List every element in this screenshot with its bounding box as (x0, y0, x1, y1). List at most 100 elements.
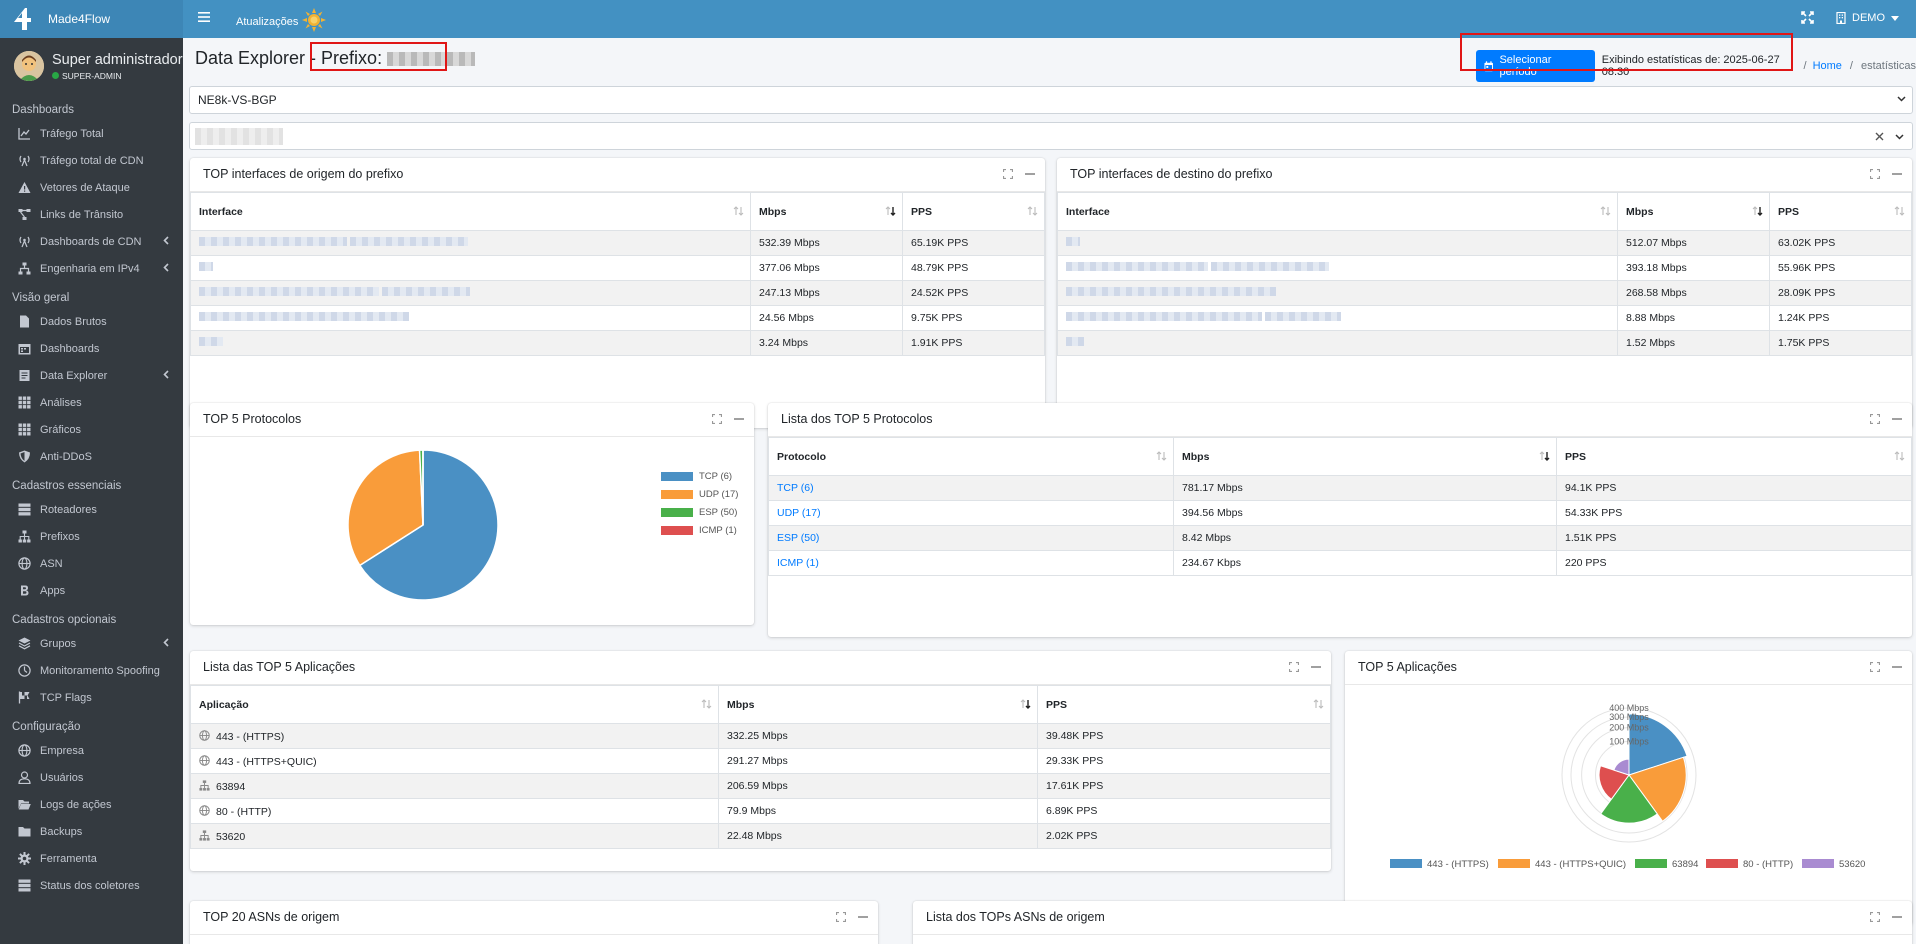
expand-icon[interactable] (1289, 662, 1299, 672)
pie-slice[interactable] (358, 449, 499, 601)
col-interface[interactable]: Interface (190, 192, 751, 231)
legend-item[interactable]: ICMP (1) (661, 521, 738, 539)
col-interface[interactable]: Interface (1057, 192, 1618, 231)
sidebar-item[interactable]: Backups (0, 818, 183, 845)
sort-icon (1156, 451, 1167, 461)
sidebar-item[interactable]: Dashboards (0, 335, 183, 362)
sidebar-item[interactable]: Status dos coletores (0, 872, 183, 899)
sidebar-item[interactable]: Prefixos (0, 523, 183, 550)
sidebar-item[interactable]: Apps (0, 577, 183, 604)
user-panel[interactable]: Super administrador SUPER-ADMIN (0, 38, 183, 94)
sidebar-item[interactable]: Roteadores (0, 496, 183, 523)
col-protocol[interactable]: Protocolo (768, 437, 1174, 476)
minimize-icon[interactable] (1311, 662, 1321, 672)
sidebar-item[interactable]: Dados Brutos (0, 308, 183, 335)
select-period-button[interactable]: Selecionar período (1476, 50, 1595, 82)
minimize-icon[interactable] (858, 912, 868, 922)
minimize-icon[interactable] (734, 414, 744, 424)
minimize-icon[interactable] (1892, 414, 1902, 424)
legend-label[interactable]: 80 - (HTTP) (1743, 859, 1793, 870)
period-highlight-box (1460, 33, 1793, 71)
sidebar-item[interactable]: Links de Trânsito (0, 201, 183, 228)
col-mbps[interactable]: Mbps (750, 192, 903, 231)
clear-icon[interactable] (1875, 132, 1884, 141)
pie-slice[interactable] (347, 449, 424, 567)
col-pps[interactable]: PPS (1556, 437, 1912, 476)
col-pps[interactable]: PPS (1769, 192, 1912, 231)
prefix-filter-select[interactable] (189, 122, 1913, 150)
col-pps[interactable]: PPS (1037, 685, 1331, 724)
minimize-icon[interactable] (1025, 169, 1035, 179)
sidebar-item[interactable]: Gráficos (0, 416, 183, 443)
account-dropdown[interactable]: DEMO (1836, 12, 1899, 24)
polar-segment[interactable] (1628, 713, 1688, 776)
sidebar-item[interactable]: Grupos (0, 630, 183, 657)
polar-segment[interactable] (1599, 774, 1659, 824)
legend-label[interactable]: 53620 (1839, 859, 1865, 870)
fullscreen-icon[interactable] (1801, 11, 1814, 24)
expand-icon[interactable] (1870, 414, 1880, 424)
sidebar-item[interactable]: Ferramenta (0, 845, 183, 872)
interface-redacted (190, 305, 751, 331)
sidebar-item[interactable]: Usuários (0, 764, 183, 791)
user-role-label: SUPER-ADMIN (62, 70, 122, 81)
col-mbps[interactable]: Mbps (1617, 192, 1770, 231)
minimize-icon[interactable] (1892, 912, 1902, 922)
sidebar-item[interactable]: Empresa (0, 737, 183, 764)
globe-icon (18, 557, 31, 570)
expand-icon[interactable] (712, 414, 722, 424)
polar-segment[interactable] (1628, 756, 1687, 822)
legend-item[interactable]: UDP (17) (661, 485, 738, 503)
sidebar-item[interactable]: Tráfego total de CDN (0, 147, 183, 174)
breadcrumb-home[interactable]: Home (1812, 60, 1842, 72)
expand-icon[interactable] (1870, 912, 1880, 922)
col-mbps[interactable]: Mbps (718, 685, 1038, 724)
col-pps[interactable]: PPS (902, 192, 1045, 231)
minimize-icon[interactable] (1892, 662, 1902, 672)
sidebar-item[interactable]: Tráfego Total (0, 120, 183, 147)
sitemap-icon (199, 829, 210, 841)
col-mbps[interactable]: Mbps (1173, 437, 1557, 476)
sidebar-item[interactable]: Logs de ações (0, 791, 183, 818)
col-application[interactable]: Aplicação (190, 685, 719, 724)
table-row: 268.58 Mbps 28.09K PPS (1057, 280, 1912, 306)
table-row: 80 - (HTTP) 79.9 Mbps 6.89K PPS (190, 798, 1331, 824)
card-title: TOP 5 Aplicações (1358, 660, 1457, 674)
expand-icon[interactable] (1870, 169, 1880, 179)
sidebar-item[interactable]: Monitoramento Spoofing (0, 657, 183, 684)
router-select[interactable]: NE8k-VS-BGP (189, 86, 1913, 114)
legend-item[interactable]: ESP (50) (661, 503, 738, 521)
calendar-icon (18, 342, 31, 355)
apps-chart-card: TOP 5 Aplicações 100 Mbps 200 Mbps 300 Mbp… (1345, 651, 1912, 925)
expand-icon[interactable] (1003, 169, 1013, 179)
apps-list-card: Lista das TOP 5 Aplicações Aplicação Mbp… (190, 651, 1331, 871)
sidebar-item[interactable]: Dashboards de CDN (0, 228, 183, 255)
cell-pps: 65.19K PPS (902, 230, 1045, 256)
sidebar-item[interactable]: ASN (0, 550, 183, 577)
protocol-link[interactable]: ICMP (1) (777, 557, 819, 569)
chevron-down-icon[interactable] (1895, 134, 1904, 140)
sidebar-item[interactable]: Anti-DDoS (0, 443, 183, 470)
sidebar-item[interactable]: TCP Flags (0, 684, 183, 711)
legend-label[interactable]: 443 - (HTTPS) (1427, 859, 1489, 870)
col-label: Mbps (1182, 450, 1210, 463)
brand[interactable]: Made4Flow (0, 0, 183, 38)
legend-label[interactable]: 63894 (1672, 859, 1698, 870)
protocol-link[interactable]: ESP (50) (777, 532, 820, 544)
legend-label[interactable]: 443 - (HTTPS+QUIC) (1535, 859, 1626, 870)
polar-segment[interactable] (1613, 758, 1630, 776)
expand-icon[interactable] (1870, 662, 1880, 672)
protocol-link[interactable]: TCP (6) (777, 482, 814, 494)
updates-link[interactable]: Atualizações (236, 8, 327, 32)
expand-icon[interactable] (836, 912, 846, 922)
sidebar-item[interactable]: Vetores de Ataque (0, 174, 183, 201)
card-title: Lista das TOP 5 Aplicações (203, 660, 356, 674)
sidebar-item[interactable]: Análises (0, 389, 183, 416)
sidebar-item[interactable]: Engenharia em IPv4 (0, 255, 183, 282)
menu-toggle-icon[interactable] (198, 11, 210, 23)
protocol-link[interactable]: UDP (17) (777, 507, 821, 519)
legend-item[interactable]: TCP (6) (661, 467, 738, 485)
minimize-icon[interactable] (1892, 169, 1902, 179)
sidebar-item[interactable]: Data Explorer (0, 362, 183, 389)
polar-segment[interactable] (1598, 765, 1630, 800)
